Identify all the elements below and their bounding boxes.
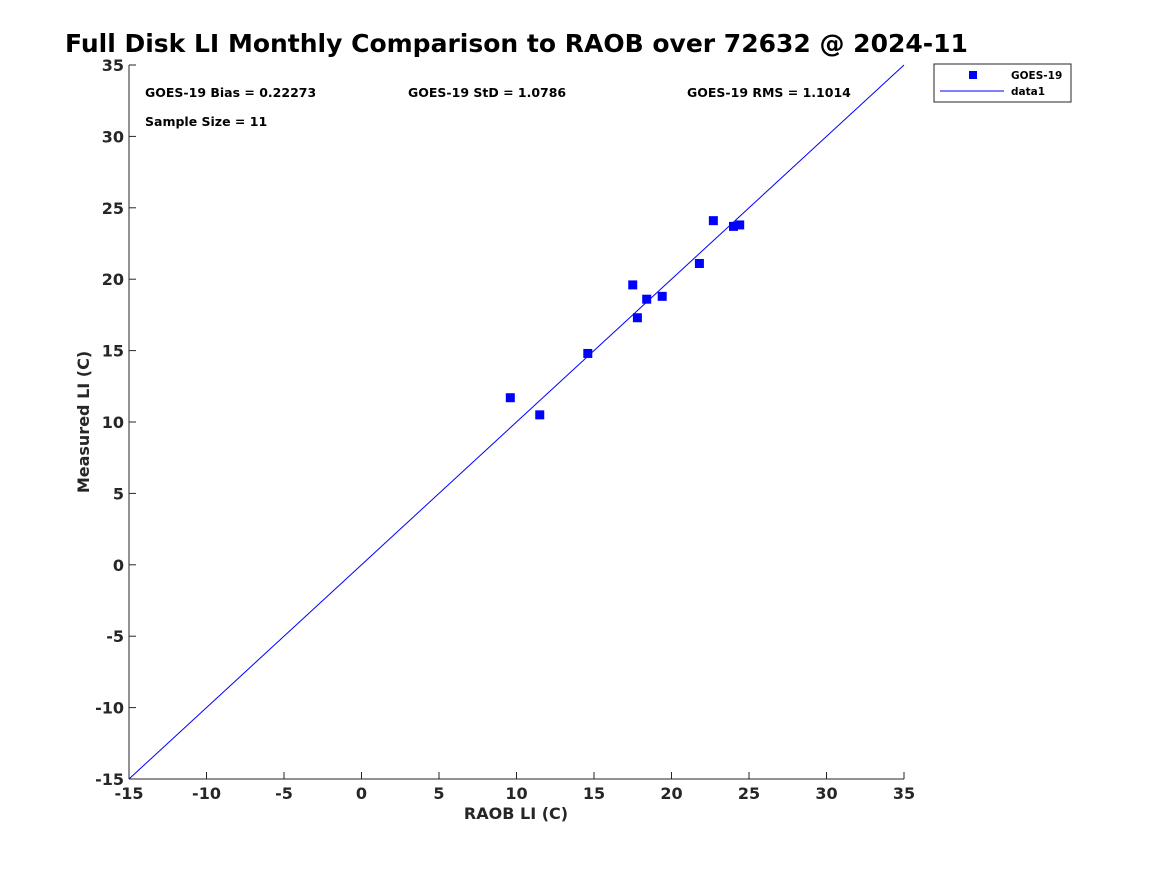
bias-annotation: GOES-19 Bias = 0.22273 xyxy=(145,85,316,100)
scatter-point-goes-19 xyxy=(735,220,745,230)
scatter-point-goes-19 xyxy=(657,291,667,301)
y-tick-label: 0 xyxy=(113,556,124,575)
x-tick-label: -15 xyxy=(115,784,144,803)
x-tick-label: 15 xyxy=(583,784,605,803)
scatter-point-goes-19 xyxy=(708,216,718,226)
x-tick-label: 35 xyxy=(893,784,915,803)
rms-annotation: GOES-19 RMS = 1.1014 xyxy=(687,85,851,100)
x-tick-label: -10 xyxy=(192,784,221,803)
legend-label-data1: data1 xyxy=(1011,86,1045,98)
scatter-point-goes-19 xyxy=(505,393,515,403)
scatter-point-goes-19 xyxy=(535,410,545,420)
scatter-point-goes-19 xyxy=(583,348,593,358)
y-tick-label: -10 xyxy=(95,699,124,718)
y-tick-label: 5 xyxy=(113,484,124,503)
scatter-point-goes-19 xyxy=(628,280,638,290)
x-tick-label: -5 xyxy=(275,784,293,803)
plot-series xyxy=(128,64,905,780)
chart-legend: GOES-19 data1 xyxy=(933,63,1072,103)
legend-box xyxy=(933,63,1072,103)
y-tick-label: 35 xyxy=(102,56,124,75)
y-axis-label: Measured LI (C) xyxy=(74,351,93,493)
y-tick-label: -5 xyxy=(106,627,124,646)
y-axis-ticks: -15 -10 -5 0 5 10 15 20 25 30 35 xyxy=(95,56,136,789)
x-tick-label: 20 xyxy=(660,784,682,803)
y-tick-label: 30 xyxy=(102,127,124,146)
x-tick-label: 0 xyxy=(356,784,367,803)
x-axis-label: RAOB LI (C) xyxy=(464,804,568,823)
y-tick-label: -15 xyxy=(95,770,124,789)
sample-size-annotation: Sample Size = 11 xyxy=(145,114,267,129)
legend-marker-goes-19 xyxy=(969,71,977,79)
scatter-point-goes-19 xyxy=(729,221,738,231)
x-tick-label: 25 xyxy=(738,784,760,803)
y-tick-label: 10 xyxy=(102,413,124,432)
y-tick-label: 15 xyxy=(102,342,124,361)
legend-label-goes-19: GOES-19 xyxy=(1011,70,1062,82)
chart-title: Full Disk LI Monthly Comparison to RAOB … xyxy=(65,29,968,58)
y-tick-label: 25 xyxy=(102,199,124,218)
std-annotation: GOES-19 StD = 1.0786 xyxy=(408,85,566,100)
scatter-point-goes-19 xyxy=(642,294,652,304)
x-tick-label: 5 xyxy=(433,784,444,803)
reference-line-data1 xyxy=(128,64,905,780)
x-axis-ticks: -15 -10 -5 0 5 10 15 20 25 30 35 xyxy=(115,772,915,803)
scatter-point-goes-19 xyxy=(694,258,704,268)
y-tick-label: 20 xyxy=(102,270,124,289)
x-tick-label: 30 xyxy=(815,784,837,803)
x-tick-label: 10 xyxy=(505,784,527,803)
scatter-point-goes-19 xyxy=(632,313,642,323)
